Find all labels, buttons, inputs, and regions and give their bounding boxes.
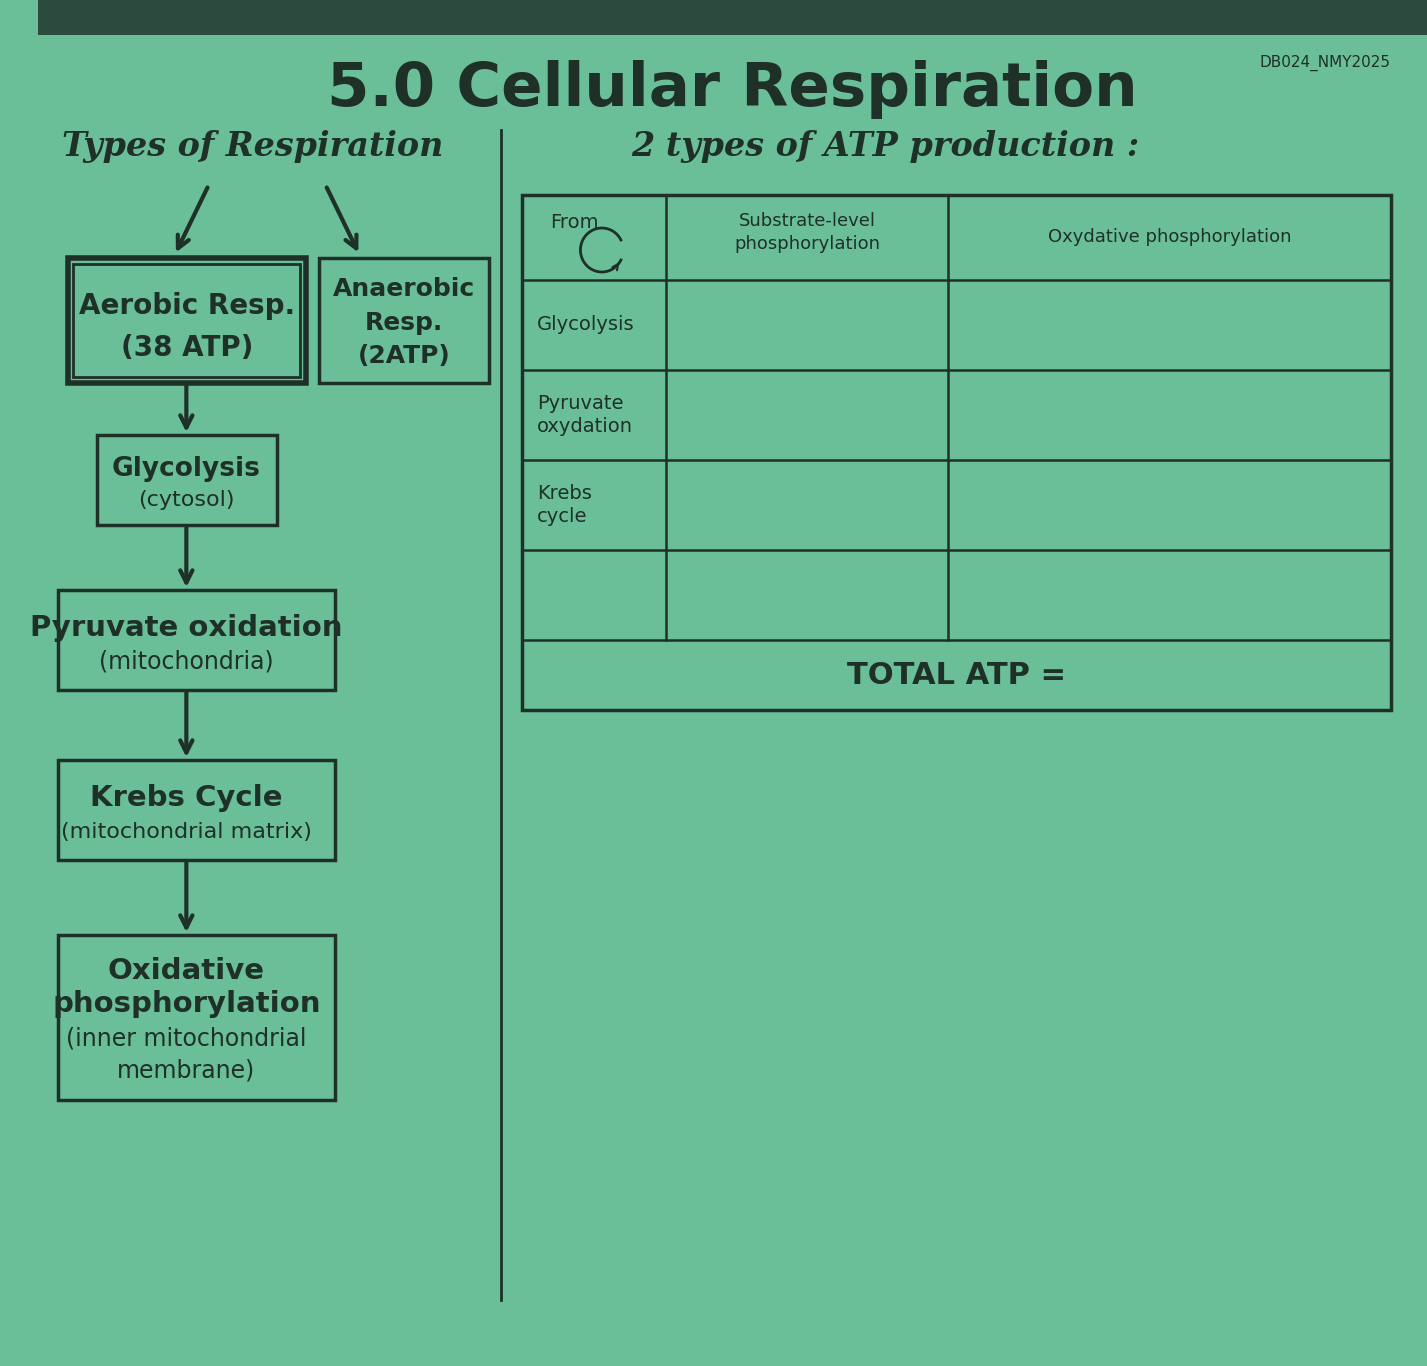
Text: TOTAL ATP =: TOTAL ATP =: [848, 661, 1066, 690]
Text: Resp.: Resp.: [365, 311, 442, 335]
Text: 5.0 Cellular Respiration: 5.0 Cellular Respiration: [327, 60, 1137, 119]
Text: Oxydative phosphorylation: Oxydative phosphorylation: [1047, 228, 1291, 246]
Text: Types of Respiration: Types of Respiration: [61, 130, 444, 163]
Text: (mitochondrial matrix): (mitochondrial matrix): [61, 822, 311, 841]
Text: From: From: [551, 213, 599, 232]
Text: Glycolysis: Glycolysis: [537, 316, 634, 335]
Text: Substrate-level
phosphorylation: Substrate-level phosphorylation: [733, 212, 880, 253]
Text: (38 ATP): (38 ATP): [121, 335, 253, 362]
Text: (inner mitochondrial: (inner mitochondrial: [66, 1027, 307, 1050]
Bar: [59, 590, 335, 690]
Text: Glycolysis: Glycolysis: [111, 456, 261, 482]
Bar: [39, 0, 1427, 36]
Text: Krebs
cycle: Krebs cycle: [537, 484, 592, 526]
Bar: [522, 195, 1391, 710]
Text: membrane): membrane): [117, 1059, 255, 1082]
Text: Anaerobic: Anaerobic: [332, 277, 475, 302]
Text: Pyruvate
oxydation: Pyruvate oxydation: [537, 393, 632, 436]
Text: (cytosol): (cytosol): [138, 490, 234, 510]
Bar: [59, 759, 335, 861]
Text: Oxidative: Oxidative: [108, 958, 265, 985]
Text: (mitochondria): (mitochondria): [98, 650, 274, 673]
Text: Krebs Cycle: Krebs Cycle: [90, 784, 283, 811]
Bar: [318, 258, 489, 382]
Text: Aerobic Resp.: Aerobic Resp.: [78, 291, 295, 320]
Bar: [67, 258, 305, 382]
Bar: [97, 434, 277, 525]
Text: Pyruvate oxidation: Pyruvate oxidation: [30, 613, 342, 642]
Text: DB024_NMY2025: DB024_NMY2025: [1260, 55, 1391, 71]
Text: (2ATP): (2ATP): [357, 343, 450, 367]
Bar: [59, 934, 335, 1100]
Bar: [73, 264, 300, 377]
Text: 2 types of ATP production :: 2 types of ATP production :: [631, 130, 1139, 163]
Text: phosphorylation: phosphorylation: [53, 990, 321, 1018]
